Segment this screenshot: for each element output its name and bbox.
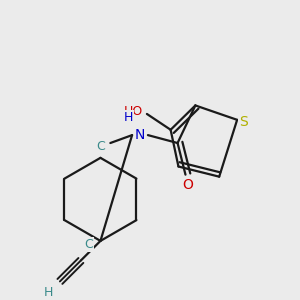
Text: C: C	[84, 238, 93, 251]
Text: H: H	[44, 286, 53, 299]
Text: HO: HO	[123, 106, 143, 118]
Text: C: C	[96, 140, 105, 154]
Text: O: O	[182, 178, 193, 191]
Text: H: H	[124, 111, 133, 124]
Text: S: S	[239, 115, 248, 129]
Text: N: N	[135, 128, 145, 142]
